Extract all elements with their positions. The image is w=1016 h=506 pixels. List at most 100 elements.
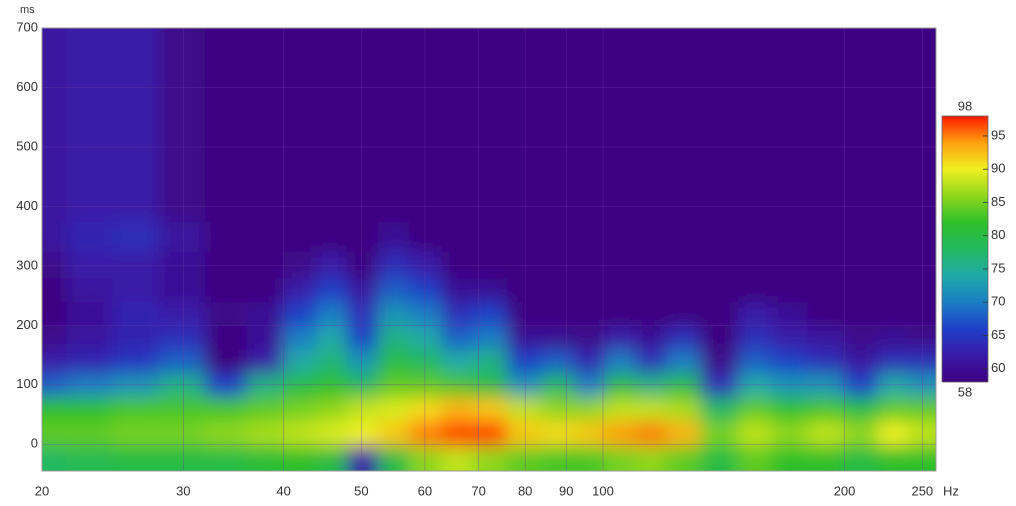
heatmap-cell xyxy=(635,349,667,374)
heatmap-cell xyxy=(666,420,701,447)
heatmap-cell xyxy=(771,28,808,222)
heatmap-cell xyxy=(604,250,637,279)
heatmap-cell xyxy=(737,420,773,447)
heatmap-cell xyxy=(666,396,701,421)
heatmap-cell xyxy=(635,301,667,326)
heatmap-cell xyxy=(541,445,575,471)
heatmap-cell xyxy=(877,396,909,421)
heatmap-cell xyxy=(604,445,637,471)
heatmap-cell xyxy=(573,277,605,303)
heatmap-cell xyxy=(541,349,575,374)
heatmap-cell xyxy=(377,396,411,421)
heatmap-cell xyxy=(316,28,348,222)
heatmap-cell xyxy=(377,325,411,350)
heatmap-cell xyxy=(409,445,443,471)
heatmap-cell xyxy=(771,445,808,471)
heatmap-cell xyxy=(700,396,739,421)
heatmap-cell xyxy=(42,221,67,252)
x-tick-label: 20 xyxy=(35,483,49,498)
y-tick-label: 300 xyxy=(16,257,38,272)
heatmap-cell xyxy=(700,325,739,350)
heatmap-cell xyxy=(844,420,878,447)
heatmap-cell xyxy=(807,445,845,471)
heatmap-cell xyxy=(158,445,206,471)
heatmap-cell xyxy=(42,396,67,421)
heatmap-cell xyxy=(844,396,878,421)
heatmap-cell xyxy=(573,301,605,326)
heatmap-cell xyxy=(573,221,605,252)
heatmap-cell xyxy=(737,325,773,350)
heatmap-cell xyxy=(807,325,845,350)
heatmap-cell xyxy=(877,349,909,374)
heatmap-cell xyxy=(409,349,443,374)
heatmap-cell xyxy=(441,28,474,222)
heatmap-cell xyxy=(377,221,411,252)
heatmap-cell xyxy=(541,250,575,279)
heatmap-cell xyxy=(877,301,909,326)
heatmap-cell xyxy=(737,349,773,374)
heatmap-cell xyxy=(246,396,284,421)
heatmap-cell xyxy=(158,250,206,279)
heatmap-cell xyxy=(604,420,637,447)
heatmap-cell xyxy=(700,420,739,447)
heatmap-cell xyxy=(473,277,508,303)
heatmap-cell xyxy=(573,420,605,447)
heatmap-cell xyxy=(907,349,936,374)
heatmap-cell xyxy=(283,28,317,222)
heatmap-cell xyxy=(112,301,159,326)
heatmap-cell xyxy=(246,277,284,303)
heatmap-cell xyxy=(441,325,474,350)
heatmap-cell xyxy=(409,420,443,447)
heatmap-cell xyxy=(771,325,808,350)
heatmap-cell xyxy=(877,28,909,222)
x-axis-label: Hz xyxy=(943,483,959,498)
heatmap-cell xyxy=(877,221,909,252)
heatmap-cell xyxy=(246,325,284,350)
heatmap-cell xyxy=(844,277,878,303)
heatmap-cell xyxy=(283,277,317,303)
heatmap-cell xyxy=(877,325,909,350)
heatmap-cell xyxy=(441,349,474,374)
heatmap-cell xyxy=(316,325,348,350)
heatmap-cell xyxy=(473,325,508,350)
heatmap-cell xyxy=(158,325,206,350)
heatmap-cells xyxy=(42,28,936,471)
heatmap-cell xyxy=(246,221,284,252)
heatmap-cell xyxy=(346,396,379,421)
heatmap-cell xyxy=(283,250,317,279)
heatmap-cell xyxy=(66,325,113,350)
heatmap-cell xyxy=(66,250,113,279)
heatmap-cell xyxy=(316,277,348,303)
heatmap-cell xyxy=(377,349,411,374)
heatmap-cell xyxy=(700,277,739,303)
heatmap-cell xyxy=(604,28,637,222)
heatmap-cell xyxy=(877,250,909,279)
heatmap-cell xyxy=(907,301,936,326)
heatmap-cell xyxy=(441,396,474,421)
heatmap-cell xyxy=(66,396,113,421)
heatmap-cell xyxy=(844,250,878,279)
colorbar-tick-label: 65 xyxy=(991,327,1005,342)
heatmap-cell xyxy=(283,420,317,447)
colorbar-tick-label: 70 xyxy=(991,294,1005,309)
heatmap-cell xyxy=(907,396,936,421)
heatmap-cell xyxy=(112,420,159,447)
heatmap-cell xyxy=(377,445,411,471)
heatmap-cell xyxy=(112,445,159,471)
heatmap-cell xyxy=(346,277,379,303)
heatmap-cell xyxy=(409,277,443,303)
heatmap-cell xyxy=(246,250,284,279)
heatmap-cell xyxy=(844,325,878,350)
heatmap-cell xyxy=(506,325,543,350)
heatmap-cell xyxy=(635,250,667,279)
heatmap-cell xyxy=(907,325,936,350)
heatmap-cell xyxy=(441,420,474,447)
heatmap-cell xyxy=(316,221,348,252)
heatmap-cell xyxy=(573,28,605,222)
heatmap-cell xyxy=(473,301,508,326)
heatmap-cell xyxy=(441,221,474,252)
heatmap-cell xyxy=(112,28,159,222)
heatmap-cell xyxy=(346,349,379,374)
heatmap-cell xyxy=(346,325,379,350)
heatmap-cell xyxy=(42,420,67,447)
